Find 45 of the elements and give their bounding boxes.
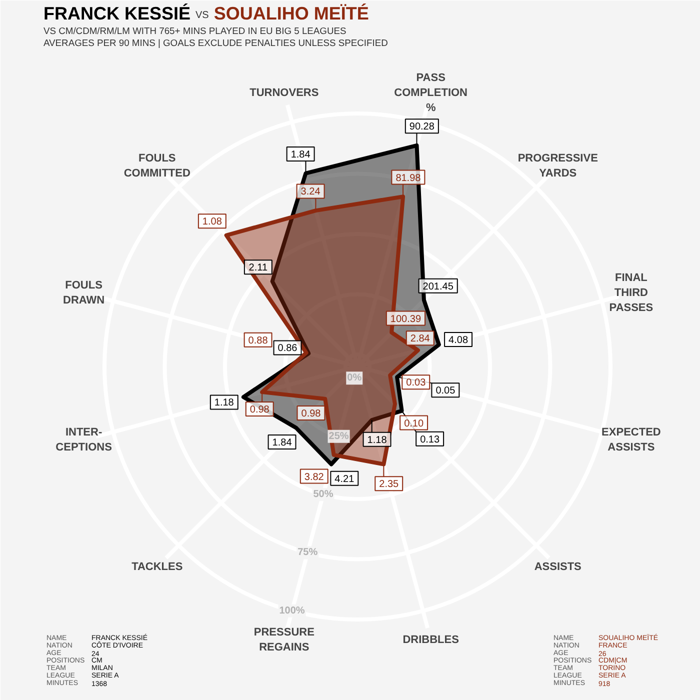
text: 1.84	[290, 150, 310, 161]
spoke-label: PROGRESSIVE YARDS	[518, 152, 598, 180]
text: 0.88	[248, 335, 268, 346]
text: FRANCK KESSIÉ	[44, 4, 191, 24]
y-tick-label: 50%	[313, 489, 334, 500]
spoke-label: INTER- CEPTIONS	[56, 426, 112, 454]
text: 1.18	[367, 434, 387, 446]
spoke-label: FOULS DRAWN	[63, 280, 105, 307]
spoke-label: FOULS COMMITTED	[124, 152, 190, 180]
text: 1.18	[214, 398, 234, 409]
text: SOUALIHO MEÏTÉ	[214, 4, 369, 24]
y-tick-label: 100%	[279, 605, 305, 616]
text: 3.24	[300, 186, 320, 198]
text: 0.98	[250, 404, 270, 416]
text: 81.98	[396, 172, 421, 184]
spoke-label: FINAL THIRD PASSES	[609, 272, 654, 314]
text: 0.03	[406, 378, 426, 389]
text: 201.45	[422, 281, 454, 292]
spoke-label: TACKLES	[132, 560, 183, 573]
spoke-label: TURNOVERS	[250, 86, 319, 99]
text: 0.98	[301, 408, 321, 420]
spoke-label: EXPECTED ASSISTS	[602, 426, 661, 454]
text: 1.84	[272, 437, 292, 448]
text: 0.05	[436, 386, 456, 397]
text: 0.13	[420, 434, 440, 446]
text: 0.10	[404, 418, 424, 430]
text: 2.35	[379, 479, 399, 490]
y-tick-label: 75%	[298, 547, 318, 558]
text: 2.11	[248, 262, 268, 274]
text: 4.08	[448, 334, 468, 346]
text: 1.08	[202, 216, 222, 228]
y-tick-label: 25%	[328, 430, 349, 442]
text: VS CM/CDM/RM/LM WITH 765+ MINS PLAYED IN EU BIG 5 LEAGUES AVERAGES PER 90 MINS | GOALS EXCLUDE PENALTIES UNLESS SPECIFIED	[44, 25, 388, 48]
text: 0.86	[278, 343, 298, 354]
text: VS	[196, 10, 210, 21]
spoke-label: PRESSURE REGAINS	[254, 626, 314, 654]
spoke-label: DRIBBLES	[402, 634, 459, 646]
text: 3.82	[304, 472, 324, 483]
text: 100.39	[390, 314, 422, 325]
text: 4.21	[334, 474, 354, 485]
text: 90.28	[409, 122, 434, 133]
text: 2.84	[410, 334, 430, 345]
spoke-label: PASS COMPLETION %	[394, 72, 468, 114]
y-tick-label: 0%	[347, 372, 362, 384]
spoke-label: ASSISTS	[534, 560, 582, 573]
